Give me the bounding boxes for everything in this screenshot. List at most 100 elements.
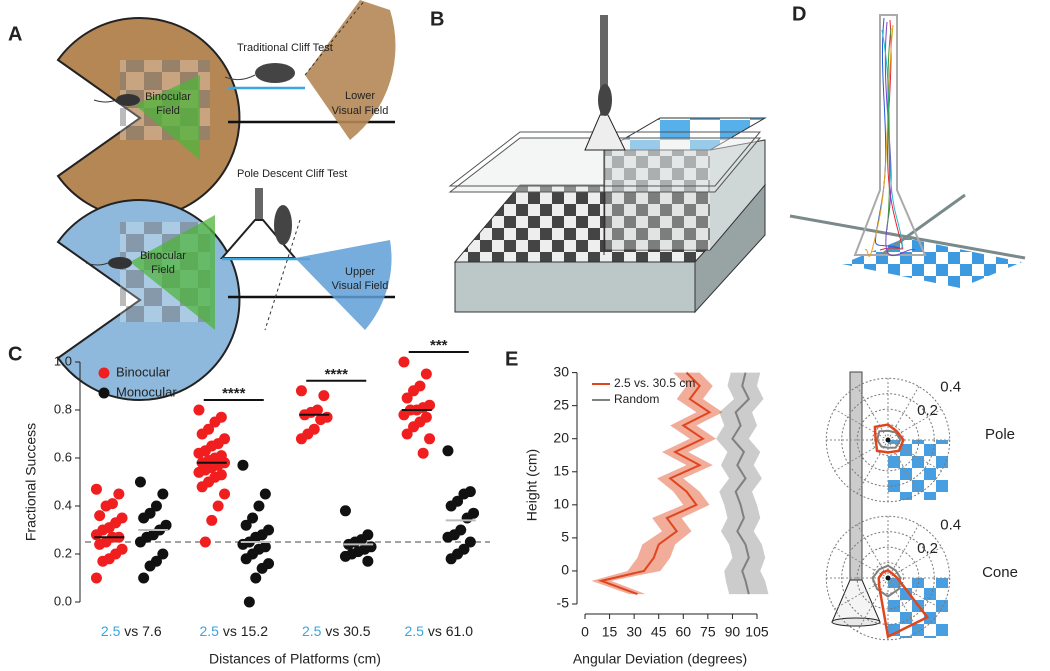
label: Binocular [145, 91, 191, 103]
panel-label: E [505, 348, 518, 370]
diagram-d [789, 14, 1026, 288]
mouse [598, 84, 612, 116]
x-tick-label: 30 [626, 624, 642, 640]
legend-label: 2.5 vs. 30.5 cm [614, 376, 695, 390]
point [253, 500, 265, 512]
polar-series [871, 564, 902, 598]
x-tick-label: 90 [725, 624, 741, 640]
mouse [255, 63, 295, 83]
step-top [603, 117, 767, 151]
y-tick-label: 5 [561, 529, 569, 545]
r-tick-label: 0.2 [917, 402, 938, 419]
series-line [731, 372, 751, 595]
point [134, 476, 146, 488]
y-tick-label: 1.0 [54, 353, 72, 368]
r-tick-label: 0.4 [940, 379, 961, 396]
point [445, 553, 457, 565]
x-axis-label: Angular Deviation (degrees) [573, 651, 747, 667]
diagram-a [56, 0, 396, 401]
sight-line [304, 0, 366, 76]
pole [600, 15, 608, 115]
center-dot [885, 437, 891, 443]
legend-label: Monocular [116, 384, 177, 399]
x-axis-label: Distances of Platforms (cm) [209, 651, 381, 667]
far-label: vs 15.2 [223, 623, 268, 639]
near-label: 2.5 [302, 623, 322, 639]
significance-label: *** [430, 337, 448, 354]
polar-series [876, 429, 902, 449]
point [315, 414, 327, 426]
y-axis-label: Height (cm) [524, 449, 540, 521]
label: Field [151, 264, 175, 276]
point [424, 433, 436, 445]
checker [888, 578, 948, 638]
x-tick-label: 0 [581, 624, 589, 640]
point [243, 596, 255, 608]
r-tick-label: 0.2 [917, 540, 938, 557]
x-tick-label: 105 [745, 624, 769, 640]
glass [448, 137, 762, 193]
y-tick-label: 20 [553, 429, 569, 445]
series-line [597, 371, 712, 596]
point [157, 548, 169, 560]
ring [841, 531, 935, 625]
y-tick-label: 0.6 [54, 449, 72, 464]
point [408, 421, 420, 433]
binocular-wedge [135, 75, 200, 160]
point [445, 500, 457, 512]
tail [224, 74, 256, 81]
point [398, 409, 410, 421]
point [150, 500, 162, 512]
label: Visual Field [332, 280, 389, 292]
point [94, 510, 106, 522]
y-tick-label: 0.4 [54, 497, 72, 512]
point [464, 536, 476, 548]
label: Lower [345, 90, 375, 102]
panel-label: C [8, 343, 22, 365]
point [206, 514, 218, 526]
point [196, 481, 208, 493]
significance-label: **** [222, 385, 246, 402]
pole [255, 188, 263, 220]
ring [856, 408, 920, 472]
point [193, 466, 205, 478]
point [113, 488, 125, 500]
near-label: 2.5 [200, 623, 220, 639]
checker [842, 238, 1022, 288]
upper-field [295, 240, 392, 330]
point [256, 562, 268, 574]
point [219, 488, 231, 500]
point [398, 356, 410, 368]
x-tick-label: 2.5 vs 61.0 [405, 623, 474, 639]
point [237, 538, 249, 550]
point [196, 428, 208, 440]
x-tick-label: 45 [651, 624, 667, 640]
point [193, 447, 205, 459]
point [97, 555, 109, 567]
diagram-b [448, 15, 767, 314]
y-axis-label: Fractional Success [23, 423, 39, 541]
box-front [454, 261, 696, 313]
point [90, 529, 102, 541]
point [138, 572, 150, 584]
polar-title: Pole [985, 426, 1015, 443]
y-tick-label: 0 [561, 562, 569, 578]
x-tick-label: 60 [675, 624, 691, 640]
label: Field [156, 105, 180, 117]
tail [85, 262, 109, 266]
point [237, 459, 249, 471]
point [318, 390, 330, 402]
y-tick-label: 0.8 [54, 401, 72, 416]
ring [841, 393, 935, 487]
polar-series [873, 423, 905, 454]
point [212, 500, 224, 512]
point [199, 536, 211, 548]
point [259, 488, 271, 500]
point [362, 555, 374, 567]
label: Pole Descent Cliff Test [237, 168, 347, 180]
polar-title: Cone [982, 564, 1018, 581]
point [90, 483, 102, 495]
y-tick-label: 0.0 [54, 593, 72, 608]
pole-outline [853, 14, 927, 256]
